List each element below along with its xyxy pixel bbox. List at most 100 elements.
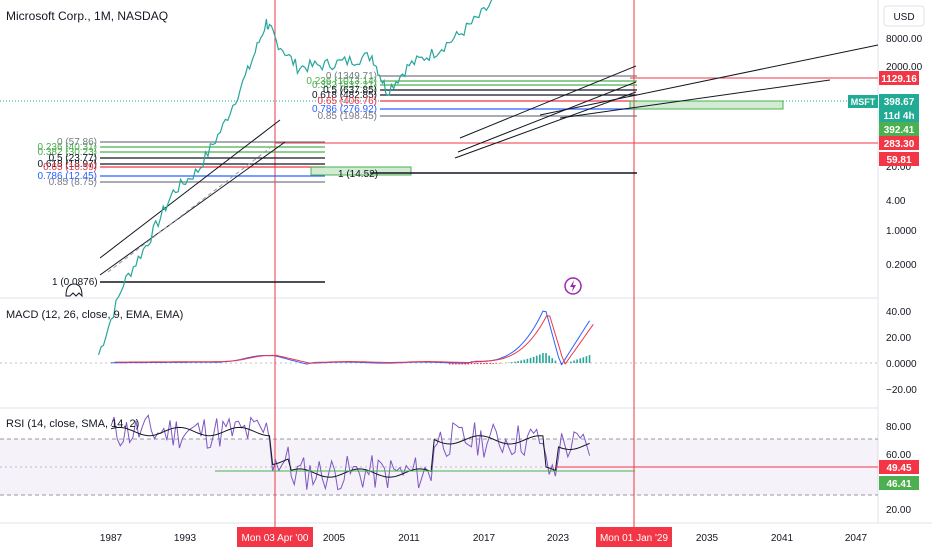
macd-bar	[520, 360, 522, 363]
macd-bar	[529, 357, 532, 363]
macd-bar	[548, 355, 550, 363]
macd-bar	[576, 359, 578, 363]
macd-axis-label: 20.00	[886, 333, 911, 344]
macd-bar	[495, 363, 498, 364]
macd-bar	[476, 363, 479, 365]
rsi-badge-text: 46.41	[886, 479, 911, 490]
rsi-badge: 46.41	[879, 476, 919, 490]
fib-upper-labels: 0 (1349.71)0.236 (1013.14)0.382 (837.21)…	[306, 71, 377, 122]
trend-channels	[99, 44, 879, 276]
macd-bar	[448, 363, 451, 365]
rsi-axis-label: 20.00	[886, 505, 911, 516]
fib-upper-label: 0.85 (198.45)	[318, 111, 378, 122]
price-axis-label: 0.2000	[886, 260, 917, 271]
ghost-icon[interactable]	[65, 283, 83, 298]
macd-bar	[523, 359, 526, 363]
macd-bar	[526, 358, 529, 363]
macd-axis[interactable]: 40.00 20.00 0.0000 −20.00	[886, 307, 917, 396]
price-axis-label: 8000.00	[886, 34, 923, 45]
price-badge-text: 392.41	[884, 125, 915, 136]
fib-lower-label: 0.618 (18.97)	[38, 159, 98, 170]
currency-button[interactable]: USD	[883, 5, 925, 27]
rsi-axis-label: 60.00	[886, 450, 911, 461]
fib-lower-label: 0.85 (8.75)	[49, 177, 97, 188]
fib-upper-lines	[380, 75, 637, 117]
price-badge: 283.30	[879, 136, 919, 150]
cursor-time-label-text: Mon 03 Apr '00	[242, 533, 309, 544]
fib-lower-label: 0.65 (16.59)	[43, 162, 97, 173]
macd-bar	[551, 358, 554, 363]
rsi-axis-label: 80.00	[886, 422, 911, 433]
macd-axis-label: −20.00	[886, 385, 917, 396]
currency-label: USD	[893, 12, 914, 23]
fib-lower-label: 0.382 (30.23)	[38, 147, 98, 158]
macd-bar	[458, 363, 460, 365]
price-badge: 398.67	[879, 94, 919, 108]
fib-lower-labels: 0 (57.86)0.236 (40.31)0.382 (30.23)0.5 (…	[38, 137, 98, 188]
price-badge: 11d 4h	[879, 108, 919, 122]
fib-box-upper	[629, 100, 784, 110]
macd-bar	[452, 363, 454, 365]
fib-base-label-upper: 1 (14.52)	[338, 169, 378, 180]
ticker-tag: MSFT	[848, 95, 878, 108]
fib-lower-lines	[100, 141, 325, 183]
macd-bar	[517, 361, 519, 363]
macd-bar	[492, 363, 495, 364]
macd-legend[interactable]: MACD (12, 26, close, 9, EMA, EMA)	[6, 309, 183, 321]
fib-lower-label: 0.786 (12.45)	[38, 171, 98, 182]
macd-bar	[479, 363, 482, 365]
macd-bar	[455, 363, 457, 365]
macd-axis-label: 40.00	[886, 307, 911, 318]
macd-bar	[470, 363, 473, 365]
rsi-badge: 49.45	[879, 460, 919, 474]
fib-upper-label: 0.236 (1013.14)	[306, 76, 377, 87]
price-badge-text: 398.67	[884, 97, 915, 108]
macd-bar	[514, 361, 516, 363]
rsi-axis[interactable]: 80.00 60.00 20.00	[886, 422, 911, 516]
macd-bar	[588, 355, 591, 363]
price-badge-text: 1129.16	[881, 74, 917, 85]
lightning-icon[interactable]	[564, 277, 582, 295]
macd-bar	[461, 363, 463, 365]
price-axis[interactable]: 8000.00 2000.00 20.00 4.00 1.0000 0.2000	[886, 34, 923, 271]
fib-box-lower	[310, 166, 412, 176]
macd-bar	[579, 358, 582, 363]
price-badge: 392.41	[879, 122, 919, 136]
time-axis[interactable]: 1987 1993 2005 2011 2017 2023 2035 2041 2047	[100, 533, 868, 544]
macd-bar	[582, 357, 585, 363]
cursor-time-label-text: Mon 01 Jan '29	[600, 533, 669, 544]
fib-lower-label: 0.236 (40.31)	[38, 142, 98, 153]
macd-bar	[554, 360, 557, 363]
time-axis-label: 1987	[100, 533, 123, 544]
macd-bar	[542, 353, 544, 363]
macd-bar	[532, 356, 535, 363]
macd-bar	[585, 356, 588, 363]
price-badge-text: 59.81	[886, 155, 911, 166]
time-axis-label: 2011	[398, 533, 420, 544]
rsi-legend[interactable]: RSI (14, close, SMA, 14, 2)	[6, 418, 139, 430]
rsi-badge-text: 49.45	[886, 463, 911, 474]
price-badge-text: 283.30	[884, 139, 915, 150]
macd-bar	[467, 363, 470, 365]
fib-upper-label: 0.65 (406.76)	[318, 96, 378, 107]
macd-axis-label: 0.0000	[886, 359, 917, 370]
macd-bar	[489, 363, 491, 364]
chart-title: Microsoft Corp., 1M, NASDAQ	[6, 9, 168, 23]
price-axis-label: 20.00	[886, 162, 911, 173]
time-axis-label: 2041	[771, 533, 794, 544]
price-badge: 59.81	[879, 152, 919, 166]
macd-bar	[464, 363, 467, 365]
macd-bar	[483, 363, 485, 365]
macd-histogram	[448, 353, 591, 365]
time-axis-label: 2023	[547, 533, 570, 544]
price-axis-label: 4.00	[886, 196, 906, 207]
fib-upper-label: 0.786 (276.92)	[312, 104, 377, 115]
fib-upper-label: 0.5 (637.85)	[323, 85, 377, 96]
price-series-line	[98, 0, 493, 355]
time-axis-label: 2017	[473, 533, 496, 544]
time-axis-label: 2047	[845, 533, 868, 544]
fib-base-label-lower: 1 (0.0876)	[52, 277, 98, 288]
price-badge: 1129.16	[879, 71, 919, 85]
macd-bar	[511, 362, 513, 363]
